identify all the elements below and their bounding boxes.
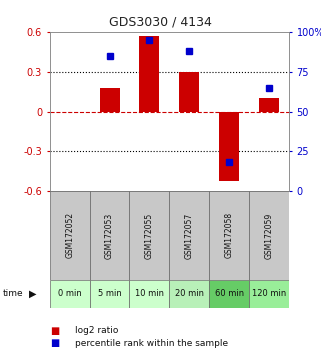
Bar — [50, 280, 90, 308]
Bar — [129, 191, 169, 280]
Text: GSM172055: GSM172055 — [145, 212, 154, 258]
Bar — [169, 280, 209, 308]
Bar — [259, 98, 279, 112]
Text: GSM172057: GSM172057 — [185, 212, 194, 258]
Text: GSM172059: GSM172059 — [265, 212, 273, 258]
Bar — [139, 36, 159, 112]
Text: GSM172053: GSM172053 — [105, 212, 114, 258]
Text: GDS3030 / 4134: GDS3030 / 4134 — [109, 15, 212, 28]
Text: ■: ■ — [50, 338, 59, 348]
Bar — [219, 112, 239, 181]
Bar — [100, 88, 119, 112]
Text: ■: ■ — [50, 326, 59, 336]
Text: time: time — [3, 289, 24, 298]
Text: GSM172058: GSM172058 — [225, 212, 234, 258]
Text: 120 min: 120 min — [252, 289, 286, 298]
Text: 0 min: 0 min — [58, 289, 82, 298]
Bar — [209, 191, 249, 280]
Bar — [249, 280, 289, 308]
Bar — [249, 191, 289, 280]
Bar — [90, 280, 129, 308]
Bar — [169, 191, 209, 280]
Bar — [90, 191, 129, 280]
Text: GSM172052: GSM172052 — [65, 212, 74, 258]
Text: 5 min: 5 min — [98, 289, 121, 298]
Text: 20 min: 20 min — [175, 289, 204, 298]
Bar — [209, 280, 249, 308]
Text: ▶: ▶ — [29, 289, 36, 299]
Text: 60 min: 60 min — [214, 289, 244, 298]
Bar — [50, 191, 90, 280]
Bar — [129, 280, 169, 308]
Text: log2 ratio: log2 ratio — [75, 326, 119, 336]
Text: percentile rank within the sample: percentile rank within the sample — [75, 339, 229, 348]
Text: 10 min: 10 min — [135, 289, 164, 298]
Bar — [179, 72, 199, 112]
